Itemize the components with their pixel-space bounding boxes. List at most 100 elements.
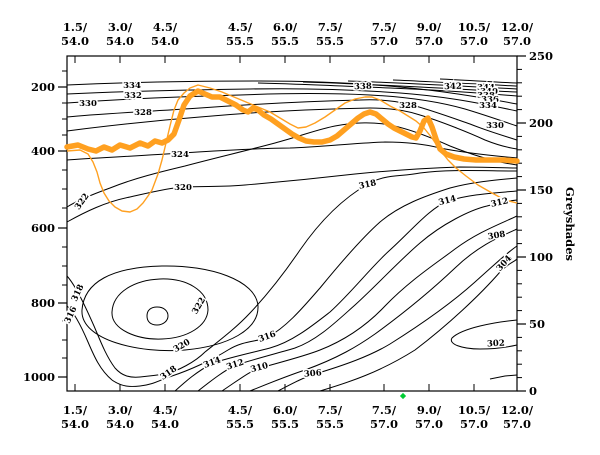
contour-label: 302 [487,339,505,350]
tropopause-thick-line [64,88,520,164]
x-axis-label-lon-top: 6.0/ [273,20,298,34]
contour-label: 316 [257,329,277,344]
contour-label: 334 [123,81,141,91]
contour-line-326 [66,107,518,150]
contour-label: 338 [354,82,372,93]
x-axis-label-lon-bottom: 1.5/ [63,403,88,417]
x-axis-label-lon-bottom: 7.5/ [372,403,397,417]
contour-line-302 [489,374,518,380]
x-axis-label-lat-top: 54.0 [151,34,179,48]
x-axis-label-lon-top: 7.5/ [372,20,397,34]
contour-line-342 [392,79,518,87]
contour-line-310 [221,215,518,392]
greyshades-axis-title: Greyshades [563,187,577,261]
x-axis-label-lat-top: 55.5 [271,34,299,48]
x-axis-label-lat-bottom: 55.5 [316,417,344,431]
contour-label: 316 [63,305,80,325]
contour-label: 312 [225,358,245,373]
greyshades-axis-label: 250 [529,49,553,63]
contour-line-320 [81,265,259,352]
contour-line-328 [66,99,518,141]
x-axis-label-lat-bottom: 57.0 [460,417,488,431]
x-axis-label-lon-bottom: 7.5/ [318,403,343,417]
contour-line-322 [111,278,209,340]
x-axis-label-lon-bottom: 4.5/ [153,403,178,417]
pressure-axis-label: 600 [31,221,55,235]
x-axis-label-lon-bottom: 10.5/ [458,403,491,417]
contour-label: 320 [174,183,192,193]
contour-line-338 [302,81,518,93]
x-axis-label-lon-bottom: 4.5/ [228,403,253,417]
pressure-axis-label: 400 [31,144,55,158]
pressure-axis-label: 1000 [23,370,55,384]
contour-label: 340 [480,87,498,97]
contour-line-340 [347,80,518,90]
x-axis-label-lat-top: 54.0 [61,34,89,48]
contour-label: 330 [79,99,97,109]
pressure-axis-label: 200 [31,80,55,94]
x-axis-label-lat-bottom: 54.0 [61,417,89,431]
greyshades-axis-label: 0 [529,384,537,398]
contour-line-316 [66,177,518,387]
x-axis-label-lon-top: 9.0/ [417,20,442,34]
contour-label: 330 [486,121,504,131]
x-axis-label-lon-bottom: 3.0/ [108,403,133,417]
x-axis-label-lat-bottom: 54.0 [151,417,179,431]
contour-line-330 [66,93,518,127]
contour-label: 332 [124,91,142,101]
greyshades-axis-label: 100 [529,250,553,264]
x-axis-label-lat-top: 57.0 [415,34,443,48]
contour-line-344 [439,78,518,84]
x-axis-label-lon-bottom: 6.0/ [273,403,298,417]
contour-line-314 [174,190,518,392]
contour-label: 342 [444,82,462,93]
contour-label: 306 [304,368,323,380]
x-axis-label-lon-top: 10.5/ [458,20,491,34]
contour-label: 304 [495,254,514,274]
contour-label: 322 [73,192,91,212]
contour-line-302 [450,319,518,350]
x-axis-label-lat-top: 55.5 [316,34,344,48]
x-axis-label-lat-bottom: 55.5 [226,417,254,431]
contour-label: 334 [479,101,497,111]
greyshades-axis-label: 200 [529,116,553,130]
x-axis-label-lon-top: 4.5/ [153,20,178,34]
greyshades-axis-label: 150 [529,183,553,197]
contour-label: 336 [481,95,499,105]
contour-label: 310 [250,361,270,375]
x-axis-label-lat-top: 57.0 [503,34,531,48]
x-axis-label-lat-bottom: 54.0 [106,417,134,431]
contour-label: 328 [399,101,417,111]
plot-frame [66,55,518,392]
x-axis-label-lat-bottom: 55.5 [271,417,299,431]
contour-label: 314 [438,194,458,208]
x-axis-label-lat-bottom: 57.0 [415,417,443,431]
x-axis-label-lon-bottom: 12.0/ [501,403,534,417]
contour-label: 314 [202,355,222,370]
contour-line-312 [197,199,518,392]
green-marker [399,392,407,400]
contour-line-336 [257,82,518,97]
contour-line-332 [66,88,518,112]
contour-label: 308 [487,230,506,243]
x-axis-label-lon-top: 1.5/ [63,20,88,34]
contour-line-320 [66,166,518,223]
contour-line-308 [249,228,518,392]
contour-label: 328 [134,108,152,118]
x-axis-label-lat-top: 55.5 [226,34,254,48]
contour-label: 324 [171,150,189,160]
x-axis-label-lat-top: 57.0 [370,34,398,48]
greyshades-axis-label: 50 [529,317,545,331]
x-axis-label-lat-bottom: 57.0 [370,417,398,431]
contour-line-306 [277,245,518,392]
x-axis-label-lat-top: 57.0 [460,34,488,48]
x-axis-label-lon-top: 12.0/ [501,20,534,34]
contour-label: 344 [477,83,495,93]
x-axis-label-lat-bottom: 57.0 [503,417,531,431]
contour-label: 318 [159,364,179,382]
x-axis-label-lat-top: 54.0 [106,34,134,48]
x-axis-label-lon-bottom: 9.0/ [417,403,442,417]
contour-label: 312 [490,196,510,209]
